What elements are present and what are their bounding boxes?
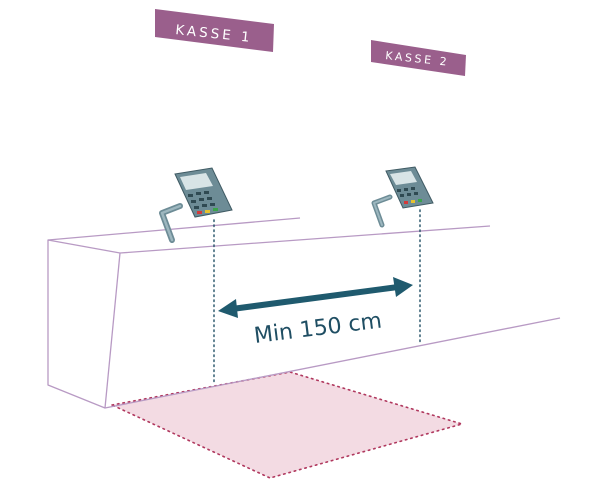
floor-waiting-zone	[109, 371, 465, 479]
card-terminal-icon	[371, 166, 434, 228]
card-terminal-icon	[159, 167, 233, 243]
checkout-counter	[47, 217, 561, 409]
checkout-sign-2: KASSE 2	[371, 40, 466, 76]
checkout-sign-1: KASSE 1	[155, 9, 274, 52]
double-arrow-icon	[218, 277, 413, 318]
distance-label: Min 150 cm	[253, 308, 384, 348]
